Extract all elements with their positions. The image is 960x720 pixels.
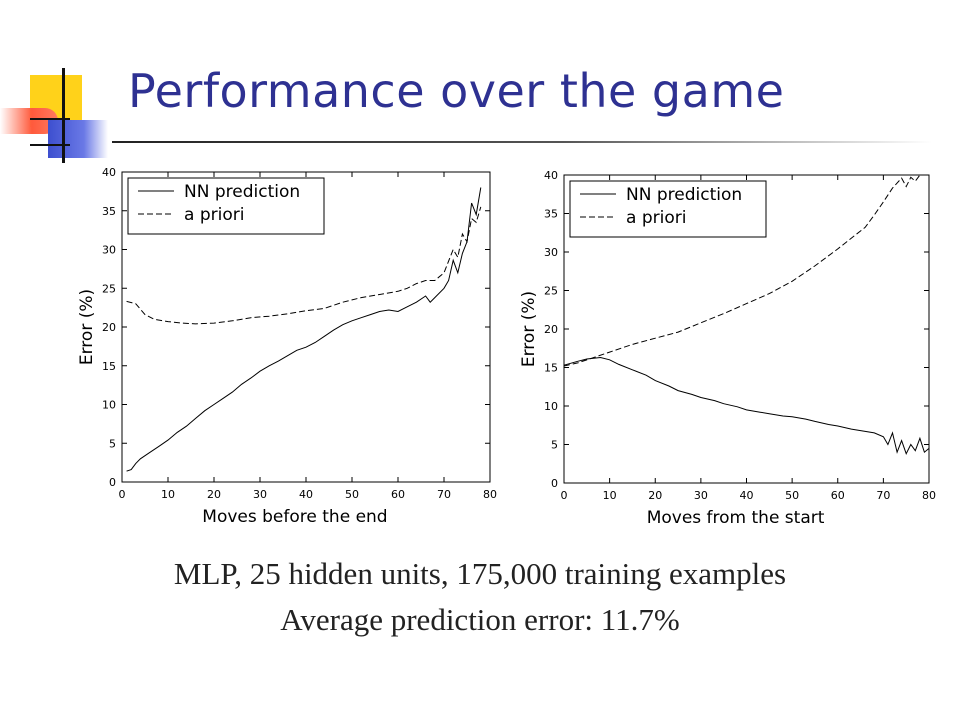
y-tick-label: 20 <box>544 323 558 336</box>
x-tick-label: 40 <box>299 488 313 501</box>
caption-training-setup: MLP, 25 hidden units, 175,000 training e… <box>173 556 787 591</box>
y-tick-label: 0 <box>551 477 558 490</box>
caption-average-error: Average prediction error: 11.7% <box>280 602 680 637</box>
legend-entry: NN prediction <box>626 185 742 205</box>
y-axis-label: Error (%) <box>519 291 539 367</box>
x-tick-label: 20 <box>648 489 662 502</box>
y-tick-label: 5 <box>109 437 116 450</box>
x-tick-label: 10 <box>603 489 617 502</box>
x-axis-label: Moves before the end <box>202 507 387 527</box>
y-tick-label: 5 <box>551 439 558 452</box>
y-tick-label: 10 <box>102 399 116 412</box>
series-line-a-priori <box>563 174 929 367</box>
chart-moves-before-end: 0 10 20 30 40 50 60 70 80 0 5 10 15 20 25 30 35 40 Moves b… <box>77 166 497 527</box>
y-tick-label: 30 <box>544 246 558 259</box>
x-tick-label: 80 <box>922 489 936 502</box>
accent-vertical-line <box>62 68 65 163</box>
x-tick-label: 40 <box>740 489 754 502</box>
x-tick-label: 70 <box>437 488 451 501</box>
x-tick-label: 0 <box>561 489 568 502</box>
y-tick-label: 35 <box>102 205 116 218</box>
y-tick-label: 0 <box>109 476 116 489</box>
y-tick-label: 15 <box>544 362 558 375</box>
y-tick-label: 35 <box>544 208 558 221</box>
blue-accent-square <box>48 120 108 158</box>
x-tick-label: 30 <box>694 489 708 502</box>
y-tick-label: 10 <box>544 400 558 413</box>
y-tick-label: 40 <box>102 166 116 179</box>
y-tick-label: 30 <box>102 244 116 257</box>
y-axis-label: Error (%) <box>77 289 97 365</box>
legend-entry: NN prediction <box>184 182 300 202</box>
accent-horizontal-line-top <box>30 118 70 120</box>
x-axis-label: Moves from the start <box>647 508 825 528</box>
x-tick-label: 50 <box>785 489 799 502</box>
x-tick-label: 10 <box>161 488 175 501</box>
slide-title: Performance over the game <box>128 64 785 118</box>
y-tick-label: 25 <box>544 285 558 298</box>
x-tick-label: 60 <box>831 489 845 502</box>
series-line-nn-prediction <box>126 187 482 472</box>
legend-box <box>569 180 767 238</box>
y-tick-label: 40 <box>544 169 558 182</box>
title-underline <box>112 141 932 143</box>
series-line-a-priori <box>126 206 482 325</box>
x-tick-label: 80 <box>483 488 497 501</box>
x-tick-label: 0 <box>119 488 126 501</box>
chart-moves-from-start: 0 10 20 30 40 50 60 70 80 0 5 10 15 20 25 30 35 40 Moves f… <box>519 169 936 528</box>
legend-box <box>127 177 325 235</box>
x-tick-label: 20 <box>207 488 221 501</box>
series-line-nn-prediction <box>563 356 930 455</box>
x-tick-label: 60 <box>391 488 405 501</box>
y-tick-label: 25 <box>102 282 116 295</box>
legend-entry: a priori <box>184 205 244 225</box>
accent-horizontal-line-bottom <box>30 144 70 146</box>
x-tick-label: 70 <box>876 489 890 502</box>
x-tick-label: 30 <box>253 488 267 501</box>
legend-entry: a priori <box>626 208 686 228</box>
y-tick-label: 20 <box>102 321 116 334</box>
x-tick-label: 50 <box>345 488 359 501</box>
y-tick-label: 15 <box>102 360 116 373</box>
